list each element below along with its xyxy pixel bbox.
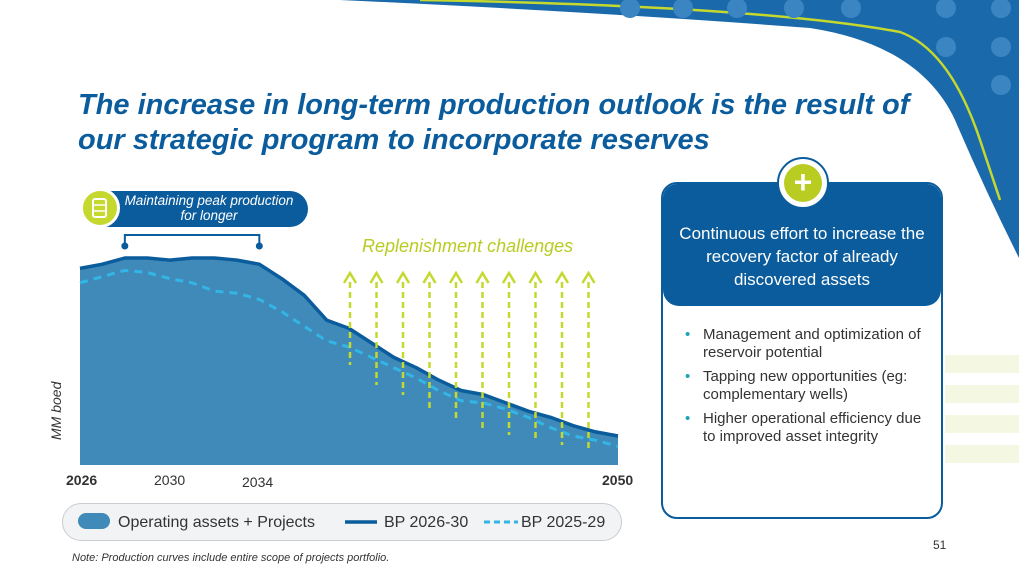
replenishment-arrow-head-7 bbox=[528, 270, 543, 284]
card-bullet-list: • Management and optimization of reservoi… bbox=[685, 326, 925, 452]
x-tick-2030: 2030 bbox=[154, 472, 186, 488]
stripe bbox=[945, 415, 1019, 433]
corner-accent-line bbox=[419, 0, 1002, 201]
list-item: • Tapping new opportunities (eg: compleme… bbox=[685, 368, 908, 403]
list-item: • Management and optimization of reservoi… bbox=[685, 326, 921, 361]
footnote: Note: Production curves include entire s… bbox=[72, 552, 390, 564]
y-axis-label: MM boed bbox=[48, 381, 64, 440]
page-number: 51 bbox=[933, 538, 947, 552]
x-tick-2050: 2050 bbox=[602, 472, 634, 488]
card-title: Continuous effort to increase the recove… bbox=[679, 224, 925, 289]
replenishment-arrow-head-8 bbox=[554, 270, 570, 284]
legend-swatch-area bbox=[78, 513, 110, 529]
slide-title: The increase in long-term production out… bbox=[78, 89, 910, 156]
peak-label: Maintaining peak production for longer bbox=[124, 193, 294, 223]
peak-bracket-end-1 bbox=[255, 242, 263, 250]
replenishment-arrow-head-6 bbox=[501, 270, 517, 284]
plus-icon: + bbox=[784, 164, 822, 202]
replenishment-arrow-head-4 bbox=[448, 270, 464, 284]
peak-label-pill bbox=[88, 191, 308, 227]
recovery-factor-card: Continuous effort to increase the recove… bbox=[661, 182, 943, 519]
replenishment-arrow-head-5 bbox=[475, 270, 490, 284]
bullet-icon: • bbox=[685, 368, 691, 385]
list-item: • Higher operational efficiency due to im… bbox=[685, 410, 922, 445]
bullet-icon: • bbox=[685, 410, 691, 427]
replenishment-arrow-head-3 bbox=[422, 270, 437, 284]
stripe bbox=[945, 385, 1019, 403]
legend-swatch-dashed bbox=[484, 520, 518, 524]
series-line-bp-2026-30 bbox=[79, 256, 619, 438]
peak-bracket bbox=[121, 234, 263, 250]
chart-legend bbox=[62, 503, 622, 541]
x-tick-2034: 2034 bbox=[242, 474, 274, 490]
stripe bbox=[945, 445, 1019, 463]
replenishment-arrow-head-2 bbox=[395, 270, 411, 284]
replenishment-arrows bbox=[342, 270, 596, 450]
legend-label-operating: Operating assets + Projects bbox=[118, 514, 315, 531]
peak-bracket-line bbox=[123, 234, 261, 246]
legend-label-bp-2026-30: BP 2026-30 bbox=[384, 514, 469, 531]
replenishment-label: Replenishment challenges bbox=[362, 236, 574, 256]
card-header: Continuous effort to increase the recove… bbox=[663, 184, 941, 306]
stripe bbox=[945, 355, 1019, 373]
oil-barrel-icon bbox=[80, 188, 120, 228]
corner-band bbox=[340, 0, 1019, 258]
replenishment-arrow-head-9 bbox=[581, 270, 596, 284]
replenishment-arrow-head-0 bbox=[342, 270, 358, 284]
x-tick-2026: 2026 bbox=[66, 472, 98, 488]
bullet-icon: • bbox=[685, 326, 691, 343]
replenishment-arrow-head-1 bbox=[369, 270, 384, 284]
series-area-operating-assets bbox=[80, 258, 618, 465]
peak-bracket-end-0 bbox=[121, 242, 129, 250]
plus-badge: + bbox=[777, 157, 829, 209]
legend-label-bp-2025-29: BP 2025-29 bbox=[521, 514, 606, 531]
legend-swatch-solid bbox=[345, 520, 377, 524]
